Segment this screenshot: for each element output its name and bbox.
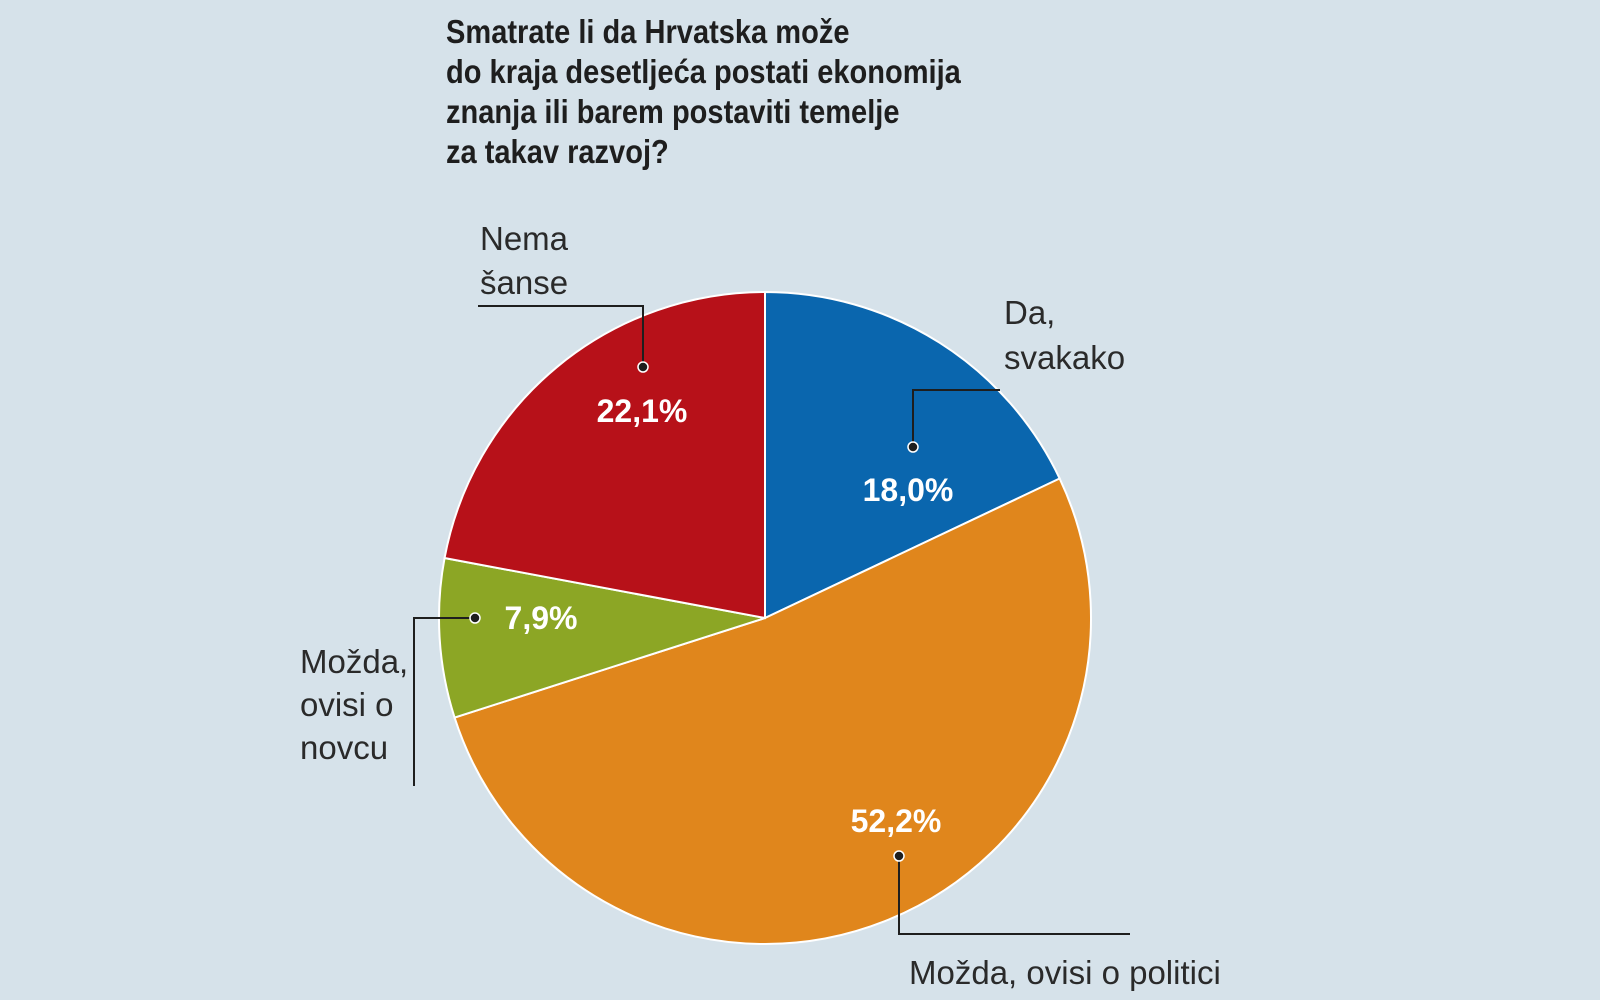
value-label-mozda-ovisi-o-novcu: 7,9% (505, 600, 578, 636)
value-label-mozda-ovisi-o-politici: 52,2% (851, 803, 942, 839)
leader-dot-da-svakako (907, 441, 919, 453)
category-label-mozda-ovisi-o-politici: Možda, ovisi o politici (909, 954, 1221, 991)
pie-slice-mozda-ovisi-o-novcu (438, 556, 766, 719)
leader-dot-mozda-ovisi-o-novcu (469, 612, 481, 624)
category-label-mozda-ovisi-o-novcu: Možda, ovisi o novcu (300, 643, 408, 766)
pie-slice-nema-sanse (443, 290, 766, 620)
category-label-line: šanse (480, 264, 568, 301)
category-label-line: novcu (300, 729, 388, 766)
category-label-line: svakako (1004, 339, 1125, 376)
leader-line-mozda-ovisi-o-politici (898, 856, 1130, 935)
pie-slices (438, 290, 1092, 945)
category-label-line: Možda, (300, 643, 408, 680)
pie-slice-da-svakako (764, 290, 1061, 620)
pie-slice-mozda-ovisi-o-politici (453, 477, 1092, 945)
value-label-da-svakako: 18,0% (863, 472, 954, 508)
chart-title-line-1: Smatrate li da Hrvatska može (446, 13, 850, 50)
chart-title: Smatrate li da Hrvatska može do kraja de… (446, 12, 1062, 172)
leader-lines (413, 305, 1130, 935)
chart-title-line-3: znanja ili barem postaviti temelje (446, 93, 900, 130)
leader-dot-nema-sanse (637, 361, 649, 373)
category-label-line: Možda, ovisi o politici (909, 954, 1221, 991)
category-label-line: ovisi o (300, 686, 394, 723)
leader-line-nema-sanse (478, 305, 644, 367)
category-label-line: Nema (480, 220, 569, 257)
pie-labels: 18,0% Da, svakako 52,2% Možda, ovisi o polit… (300, 220, 1221, 991)
leader-line-da-svakako (912, 389, 1000, 447)
category-label-da-svakako: Da, svakako (1004, 294, 1125, 376)
category-label-nema-sanse: Nema šanse (480, 220, 569, 301)
chart-title-line-4: za takav razvoj? (446, 133, 669, 170)
leader-dot-mozda-ovisi-o-politici (893, 850, 905, 862)
value-label-nema-sanse: 22,1% (597, 393, 688, 429)
chart-title-line-2: do kraja desetljeća postati ekonomija (446, 53, 961, 90)
leader-line-mozda-ovisi-o-novcu (413, 617, 475, 786)
category-label-line: Da, (1004, 294, 1055, 331)
